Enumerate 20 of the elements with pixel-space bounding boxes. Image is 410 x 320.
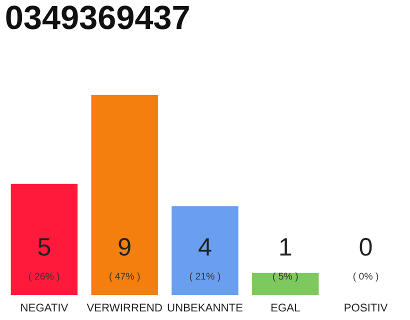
data-label: 5 (38, 238, 50, 256)
annotation: ( 5% ) (273, 272, 298, 282)
data-label: 0 (360, 238, 372, 256)
chart-title: 0349369437 (6, 6, 189, 30)
annotation: ( 21% ) (190, 272, 220, 282)
bar (252, 272, 319, 296)
bar (172, 206, 238, 296)
data-label: 9 (118, 238, 130, 256)
annotation: ( 26% ) (29, 272, 60, 282)
x-tick-label: EGAL (271, 304, 300, 312)
data-label: 1 (280, 238, 292, 256)
x-tick-label: VERWIRREND (86, 304, 162, 312)
annotation: ( 0% ) (353, 272, 378, 282)
data-label: 4 (198, 238, 212, 256)
bar (91, 95, 158, 296)
x-tick-label: POSITIV (344, 304, 388, 312)
x-tick-label: UNBEKANNTE (168, 304, 242, 312)
annotation: ( 47% ) (110, 272, 140, 282)
bar (10, 184, 78, 296)
x-tick-label: NEGATIV (21, 304, 68, 312)
